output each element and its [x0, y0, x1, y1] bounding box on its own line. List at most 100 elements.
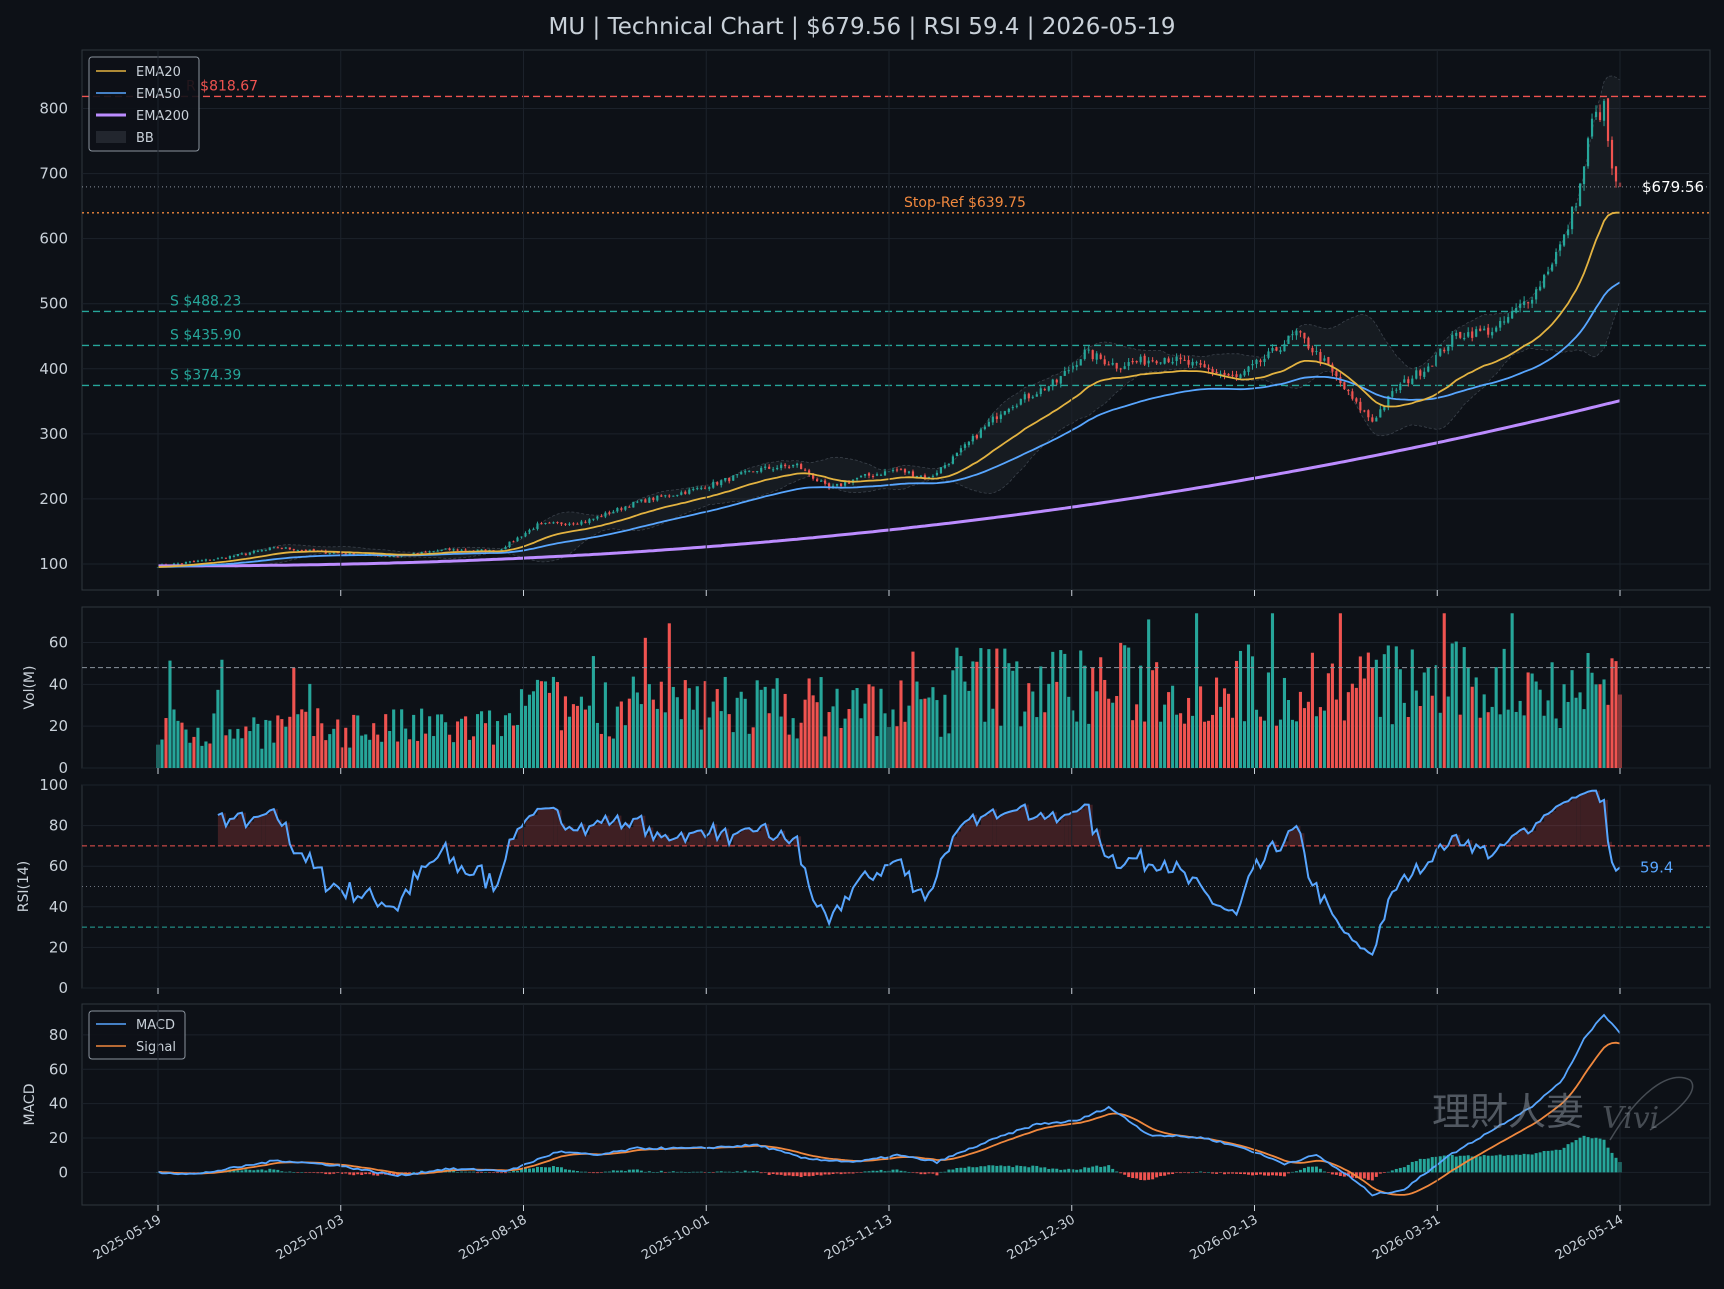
candle-body — [951, 456, 955, 464]
candle-body — [680, 492, 683, 495]
volume-bar — [1055, 681, 1059, 768]
candle-body — [923, 475, 927, 479]
candle-body — [1539, 286, 1542, 291]
volume-bar — [859, 718, 863, 768]
volume-bar — [603, 682, 607, 768]
candle-body — [676, 494, 679, 496]
macd-histogram-bar — [1251, 1172, 1254, 1176]
volume-bar — [196, 727, 200, 768]
candle-body — [228, 556, 231, 559]
volume-bar — [384, 714, 388, 768]
volume-bar — [759, 689, 763, 768]
candle-body — [1039, 388, 1042, 395]
macd-histogram-bar — [460, 1171, 464, 1173]
candle-body — [1219, 373, 1222, 375]
volume-bar — [1510, 613, 1514, 768]
macd-histogram-bar — [727, 1171, 731, 1173]
candle-body — [740, 472, 743, 475]
candle-body — [1431, 365, 1434, 367]
macd-histogram-bar — [923, 1172, 927, 1175]
candle-body — [983, 426, 986, 430]
volume-bar — [891, 709, 895, 768]
macd-histogram-bar — [555, 1167, 559, 1173]
candle-body — [1598, 112, 1602, 121]
macd-histogram-bar — [871, 1170, 875, 1173]
candle-body — [624, 506, 627, 510]
candle-body — [416, 553, 419, 555]
candle-body — [967, 441, 970, 446]
current-price-label: $679.56 — [1642, 178, 1704, 196]
volume-bar — [935, 700, 939, 768]
macd-histogram-bar — [1286, 1172, 1290, 1174]
volume-bar — [1310, 652, 1314, 768]
candle-body — [1511, 311, 1514, 319]
candle-body — [704, 487, 707, 489]
volume-bar — [168, 660, 172, 768]
candle-body — [1527, 302, 1530, 304]
candle-body — [764, 466, 767, 468]
price-ytick: 100 — [39, 555, 68, 573]
macd-histogram-bar — [847, 1172, 851, 1174]
volume-bar — [1059, 650, 1063, 768]
volume-bar — [1570, 670, 1574, 768]
candle-body — [600, 516, 603, 518]
volume-bar — [571, 704, 575, 768]
candle-body — [180, 563, 184, 565]
volume-bar — [1262, 720, 1267, 768]
volume-bar — [1131, 720, 1135, 768]
rsi-ytick: 60 — [49, 857, 68, 875]
macd-histogram-bar — [843, 1172, 847, 1174]
candle-body — [668, 495, 671, 497]
macd-histogram-bar — [1139, 1172, 1143, 1180]
volume-bar — [959, 656, 963, 768]
candle-body — [1439, 348, 1442, 356]
candle-body — [748, 470, 751, 472]
macd-histogram-bar — [1107, 1165, 1111, 1173]
macd-histogram-bar — [284, 1171, 288, 1173]
macd-histogram-bar — [943, 1171, 947, 1173]
candle-body — [1475, 329, 1478, 337]
volume-bar — [923, 698, 927, 768]
volume-bar — [1298, 691, 1302, 768]
volume-bar — [635, 692, 639, 768]
macd-histogram-bar — [807, 1172, 811, 1177]
price-ytick: 300 — [39, 425, 68, 443]
candle-body — [1011, 407, 1014, 409]
candle-body — [304, 549, 307, 551]
macd-histogram-bar — [995, 1165, 999, 1173]
volume-bar — [1550, 662, 1554, 768]
candle-body — [963, 444, 966, 448]
candle-body — [772, 469, 775, 471]
candle-body — [819, 480, 823, 482]
candle-body — [520, 536, 523, 538]
candle-body — [1423, 371, 1426, 377]
volume-bar — [456, 721, 460, 768]
volume-bar — [452, 742, 456, 768]
candle-body — [843, 482, 847, 486]
macd-histogram-bar — [1314, 1166, 1318, 1173]
macd-histogram-bar — [1143, 1172, 1147, 1181]
macd-ytick: 0 — [58, 1163, 68, 1181]
volume-bar — [839, 727, 843, 768]
volume-bar — [1143, 721, 1147, 768]
candle-body — [1019, 398, 1022, 405]
macd-histogram-bar — [1191, 1172, 1195, 1173]
macd-histogram-bar — [1067, 1168, 1071, 1173]
volume-bar — [847, 709, 851, 768]
legend-box — [88, 1010, 186, 1060]
macd-histogram-bar — [795, 1172, 799, 1177]
macd-histogram-bar — [819, 1172, 823, 1176]
candle-body — [744, 471, 747, 473]
macd-histogram-bar — [1019, 1165, 1023, 1173]
macd-histogram-bar — [1394, 1168, 1398, 1173]
macd-histogram-bar — [1530, 1154, 1534, 1173]
volume-bar — [288, 716, 292, 768]
volume-bar — [428, 716, 432, 768]
candle-body — [1119, 368, 1122, 370]
macd-histogram-bar — [963, 1167, 967, 1173]
candle-body — [1331, 364, 1334, 372]
macd-histogram-bar — [875, 1170, 879, 1173]
rsi-ytick: 100 — [39, 776, 68, 794]
macd-histogram-bar — [595, 1172, 599, 1174]
macd-histogram-bar — [891, 1169, 895, 1173]
